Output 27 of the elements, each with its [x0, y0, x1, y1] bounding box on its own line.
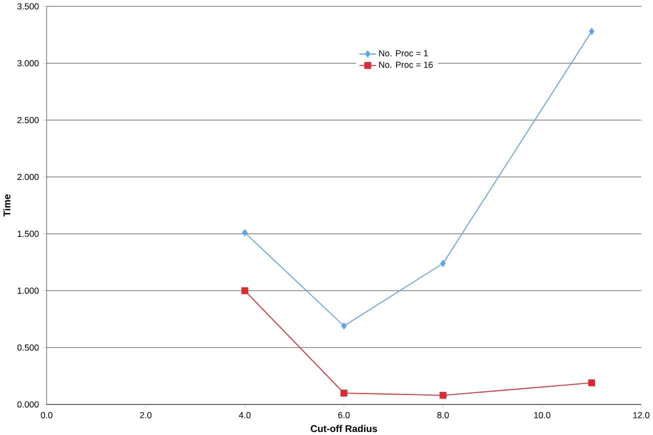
- x-tick-label: 10.0: [534, 412, 550, 418]
- x-tick-label: 6.0: [338, 412, 350, 418]
- y-tick-label: 1.500: [18, 230, 39, 237]
- point: [588, 28, 594, 35]
- x-tick-label: 8.0: [437, 412, 449, 418]
- y-tick-label: 2.500: [18, 116, 39, 124]
- y-tick-label: 2.000: [18, 174, 39, 180]
- point: [440, 260, 446, 267]
- x-tick-label: 4.0: [238, 412, 251, 418]
- point: [340, 389, 348, 396]
- point: [440, 392, 446, 399]
- legend-label: No. Proc = 16: [379, 61, 433, 68]
- point: [242, 229, 248, 236]
- point: [341, 322, 347, 330]
- point: [588, 379, 596, 386]
- legend-label: No. Proc = 1: [379, 50, 428, 56]
- x-tick-label: 12.0: [633, 412, 650, 418]
- y-tick-label: 3.000: [17, 60, 39, 66]
- y-tick-label: 1.000: [18, 287, 39, 294]
- point: [241, 287, 248, 294]
- y-tick-label: 3.500: [17, 3, 39, 10]
- x-tick-label: 0.0: [40, 412, 52, 418]
- y-tick-label: 0.500: [17, 344, 39, 351]
- x-tick-label: 2.0: [140, 412, 152, 418]
- y-tick-label: 0.000: [17, 401, 39, 408]
- y-axis-title: Time: [3, 194, 10, 216]
- x-axis-title: Cut-off Radius: [310, 424, 378, 432]
